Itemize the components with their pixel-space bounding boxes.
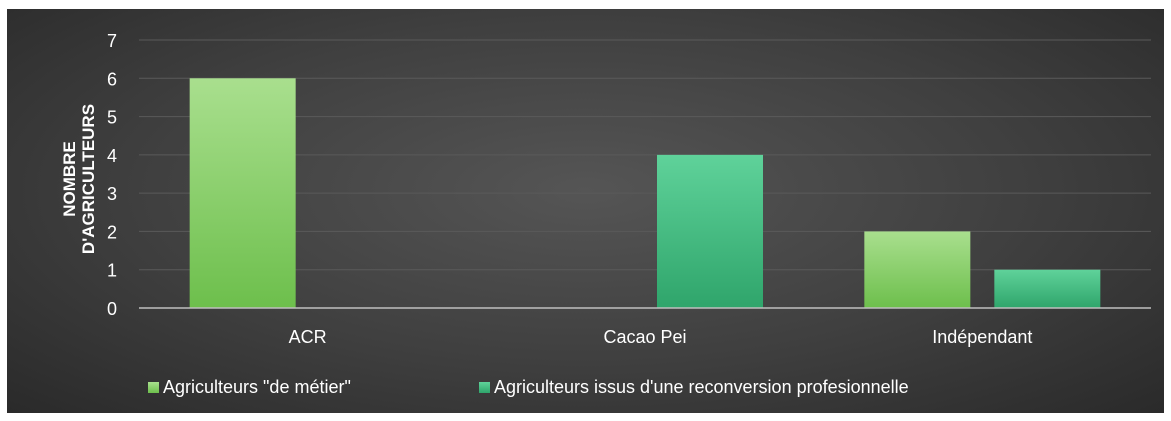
- x-tick-label: Cacao Pei: [603, 327, 686, 347]
- legend: Agriculteurs "de métier" Agriculteurs iss…: [148, 377, 909, 397]
- bars: [189, 78, 1101, 309]
- y-tick-label: 2: [107, 222, 117, 242]
- bar-metier-0: [189, 78, 296, 309]
- axes: 0 1 2 3 4 5 6 7 ACR Cacao Pei Indépendant: [107, 31, 1151, 347]
- y-tick-label: 3: [107, 184, 117, 204]
- legend-label: Agriculteurs issus d'une reconversion pr…: [494, 377, 909, 397]
- y-tick-label: 1: [107, 261, 117, 281]
- y-tick-label: 4: [107, 146, 117, 166]
- bar-metier-2: [864, 231, 971, 308]
- y-tick-label: 6: [107, 69, 117, 89]
- x-tick-label: Indépendant: [932, 327, 1032, 347]
- legend-swatch: [479, 382, 490, 393]
- x-tick-label: ACR: [289, 327, 327, 347]
- y-axis-label: NOMBRE D'AGRICULTEURS: [60, 104, 98, 254]
- chart-panel: 0 1 2 3 4 5 6 7 ACR Cacao Pei Indépendant NOMBRE D…: [7, 9, 1164, 413]
- bar-chart: 0 1 2 3 4 5 6 7 ACR Cacao Pei Indépendant NOMBRE D…: [60, 31, 1151, 397]
- y-tick-label: 0: [107, 299, 117, 319]
- bar-reconversion-2: [994, 269, 1101, 308]
- bar-reconversion-1: [657, 154, 763, 308]
- legend-label: Agriculteurs "de métier": [163, 377, 351, 397]
- y-axis-label-line-1: NOMBRE: [60, 141, 79, 217]
- gridlines: [139, 39, 1151, 271]
- legend-swatch: [148, 382, 159, 393]
- y-tick-label: 7: [107, 31, 117, 51]
- y-tick-label: 5: [107, 108, 117, 128]
- y-axis-label-line-2: D'AGRICULTEURS: [79, 104, 98, 254]
